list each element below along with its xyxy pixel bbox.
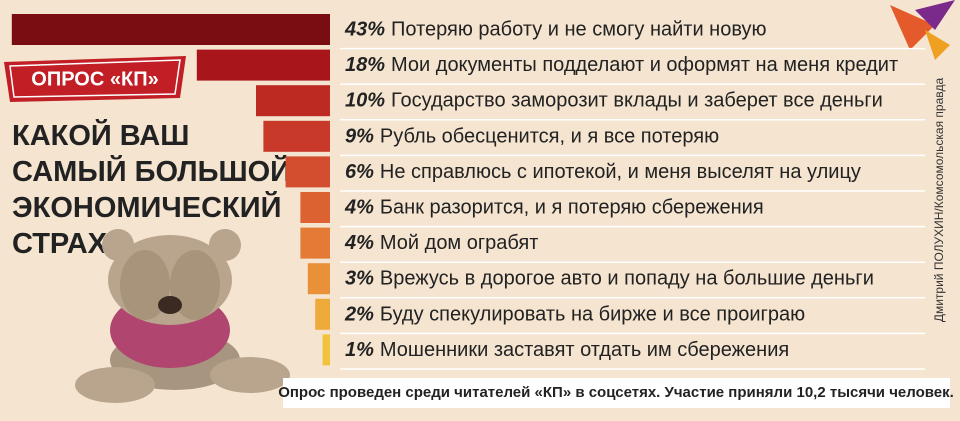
value-label: 3% (345, 268, 374, 290)
value-label: 10% (345, 90, 385, 112)
bar-label: 1% Мошенники заставят отдать им сбережени… (345, 339, 789, 361)
category-label: Не справлюсь с ипотекой, и меня выселят … (380, 161, 861, 183)
bar (300, 227, 330, 259)
category-label: Потеряю работу и не смогу найти новую (391, 19, 767, 41)
teddy-bear (75, 229, 290, 403)
category-label: Банк разорится, и я потеряю сбережения (380, 197, 764, 219)
bar (285, 156, 330, 188)
category-label: Буду спекулировать на бирже и все проигр… (380, 304, 805, 326)
value-label: 4% (344, 232, 374, 254)
credit: Дмитрий ПОЛУХИН/Комсомольская правда (932, 77, 946, 322)
bar (256, 85, 330, 117)
bar-label: 43% Потеряю работу и не смогу найти новую (344, 19, 767, 41)
value-label: 43% (344, 19, 385, 41)
bar-label: 10% Государство заморозит вклады и забере… (345, 90, 883, 112)
note: Опрос проведен среди читателей «КП» в со… (278, 384, 954, 401)
bar-label: 4% Банк разорится, и я потеряю сбережения (344, 197, 764, 219)
bar-label: 9% Рубль обесценится, и я все потеряю (345, 126, 719, 148)
bar (307, 263, 330, 295)
bar (315, 298, 330, 330)
bar-label: 4% Мой дом ограбят (344, 232, 538, 254)
value-label: 18% (345, 54, 385, 76)
value-label: 4% (344, 197, 374, 219)
bar-label: 2% Буду спекулировать на бирже и все прои… (344, 304, 805, 326)
bar (300, 192, 330, 223)
value-label: 6% (345, 161, 374, 183)
bar-label: 3% Врежусь в дорогое авто и попаду на бол… (345, 268, 874, 290)
badge-text: ОПРОС «КП» (31, 68, 158, 90)
badge (4, 56, 186, 102)
bar (196, 49, 330, 81)
note-box (283, 378, 950, 408)
category-label: Рубль обесценится, и я все потеряю (380, 126, 719, 148)
bar (322, 334, 330, 366)
category-label: Мошенники заставят отдать им сбережения (380, 339, 789, 361)
category-label: Врежусь в дорогое авто и попаду на больш… (380, 268, 874, 290)
value-label: 1% (345, 339, 374, 361)
logo (890, 0, 955, 60)
bar (11, 14, 331, 45)
bar-label: 6% Не справлюсь с ипотекой, и меня выселя… (345, 161, 861, 183)
value-label: 2% (344, 304, 374, 326)
bar-label: 18% Мои документы подделают и оформят на … (345, 54, 898, 76)
category-label: Государство заморозит вклады и заберет в… (391, 90, 883, 112)
bar (263, 120, 330, 152)
value-label: 9% (345, 126, 374, 148)
category-label: Мои документы подделают и оформят на мен… (391, 54, 898, 76)
category-label: Мой дом ограбят (380, 232, 539, 254)
